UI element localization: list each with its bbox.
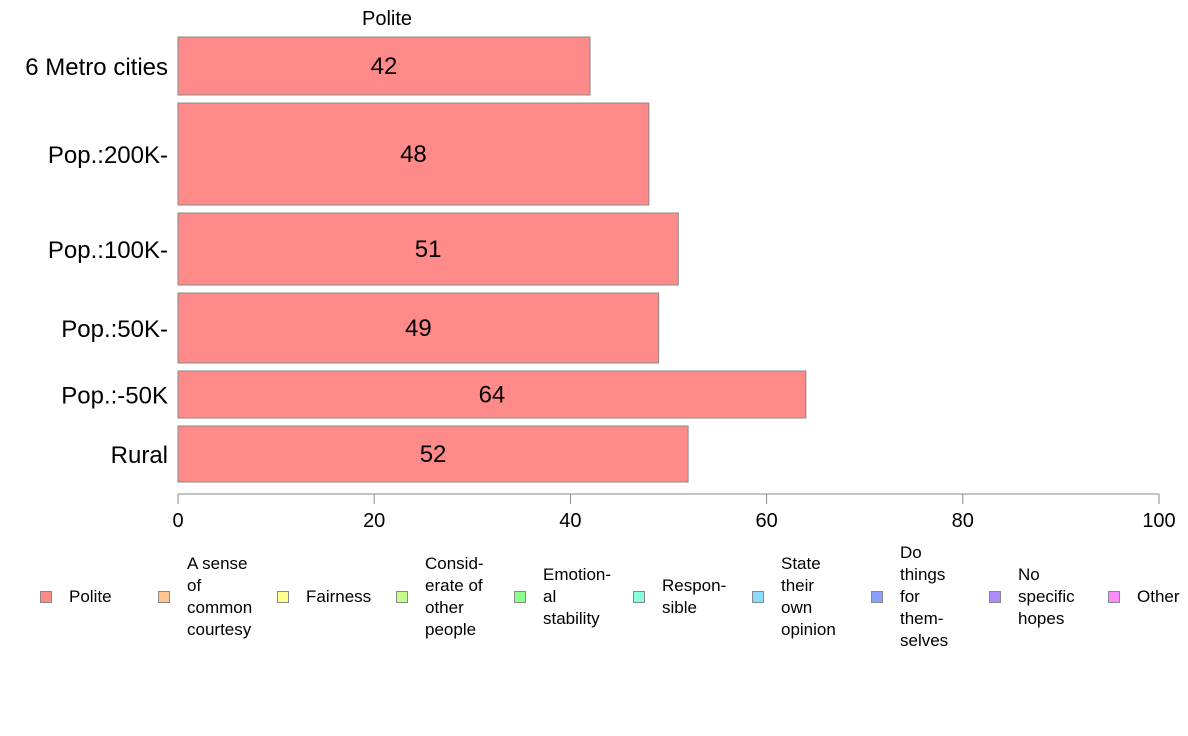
legend-item: Do things for them- selves xyxy=(871,542,948,652)
bar-value-label: 42 xyxy=(371,53,398,80)
legend-item: Consid- erate of other people xyxy=(396,553,484,641)
bar xyxy=(177,425,689,483)
legend-swatch xyxy=(396,591,408,603)
x-tick-label: 40 xyxy=(559,510,581,532)
bar-value-label: 64 xyxy=(479,382,506,409)
legend-item: State their own opinion xyxy=(752,553,836,641)
legend-item: A sense of common courtesy xyxy=(158,553,252,641)
bar xyxy=(177,102,650,206)
bar-value-label: 48 xyxy=(400,141,427,168)
x-tick-label: 80 xyxy=(952,510,974,532)
series-title: Polite xyxy=(362,8,412,30)
x-axis: 0 20 40 60 80 100 xyxy=(172,493,1176,532)
legend-swatch xyxy=(752,591,764,603)
bar xyxy=(177,36,591,96)
legend-swatch xyxy=(514,591,526,603)
legend-label: Do things for them- selves xyxy=(900,543,949,650)
category-label: Pop.:-50K xyxy=(61,383,168,410)
legend-label: Consid- erate of other people xyxy=(425,554,484,639)
category-label: Pop.:200K- xyxy=(48,142,168,169)
x-tick-label: 100 xyxy=(1142,510,1175,532)
legend-swatch xyxy=(158,591,170,603)
legend-label: A sense of common courtesy xyxy=(187,554,253,639)
legend-swatch xyxy=(633,591,645,603)
legend-item: Other xyxy=(1108,586,1180,608)
legend-swatch xyxy=(989,591,1001,603)
bar xyxy=(177,292,660,364)
legend-item: Polite xyxy=(40,586,112,608)
legend-label: Polite xyxy=(69,587,112,606)
legend-item: Emotion- al stability xyxy=(514,564,611,630)
bar xyxy=(177,212,679,286)
legend-swatch xyxy=(871,591,883,603)
x-tick-label: 60 xyxy=(755,510,777,532)
bar-chart: Polite 42 48 51 49 64 52 6 Metro cities Pop.:2… xyxy=(25,8,1176,532)
category-label: Rural xyxy=(111,442,168,469)
x-tick-label: 0 xyxy=(172,510,183,532)
bar xyxy=(177,370,807,419)
legend-label: No specific hopes xyxy=(1018,565,1075,628)
category-labels: 6 Metro cities Pop.:200K- Pop.:100K- Pop.:5… xyxy=(25,54,168,469)
legend-swatch xyxy=(277,591,289,603)
category-label: Pop.:50K- xyxy=(61,316,168,343)
bar-value-label: 52 xyxy=(420,441,447,468)
category-label: Pop.:100K- xyxy=(48,237,168,264)
legend-label: State their own opinion xyxy=(781,554,836,639)
legend-item: Fairness xyxy=(277,586,371,608)
legend-label: Fairness xyxy=(306,587,372,606)
bar-value-label: 49 xyxy=(405,315,432,342)
legend-label: Other xyxy=(1137,587,1180,606)
legend-swatch xyxy=(40,591,52,603)
legend: Polite A sense of common courtesy Fairness… xyxy=(40,540,1188,670)
x-tick-label: 20 xyxy=(363,510,385,532)
bar-value-label: 51 xyxy=(415,236,442,263)
legend-label: Emotion- al stability xyxy=(543,565,612,628)
legend-item: Respon- sible xyxy=(633,575,726,619)
legend-label: Respon- sible xyxy=(662,576,727,617)
legend-item: No specific hopes xyxy=(989,564,1075,630)
category-label: 6 Metro cities xyxy=(25,54,168,81)
bars-group: 42 48 51 49 64 52 xyxy=(177,36,807,483)
legend-swatch xyxy=(1108,591,1120,603)
